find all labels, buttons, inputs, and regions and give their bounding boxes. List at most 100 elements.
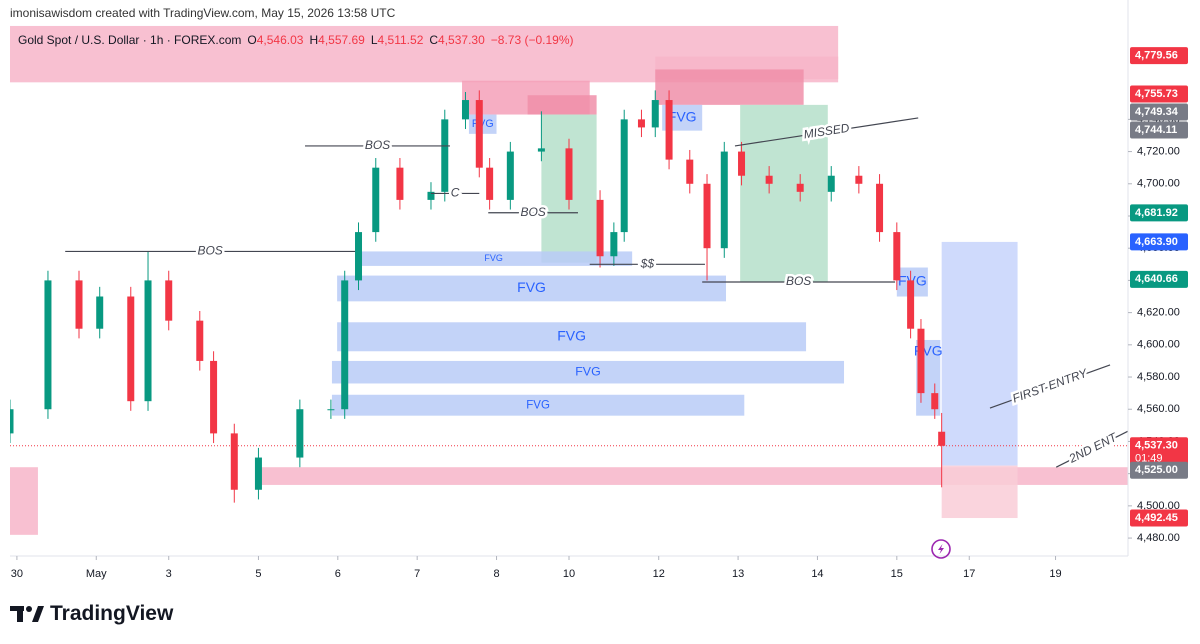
candle-body xyxy=(665,100,673,160)
candle-body xyxy=(144,280,152,402)
annotation-label: $$ xyxy=(640,256,655,270)
candle-body xyxy=(341,280,349,410)
candle-body xyxy=(610,232,618,257)
legend-symbol: Gold Spot / U.S. Dollar · 1h · FOREX.com xyxy=(18,33,242,47)
candle-body xyxy=(296,409,304,458)
price-label: 4,755.73 xyxy=(1135,88,1178,100)
plot-area: FVGFVGFVGFVGFVGFVGFVGFVGFVGBOSBOSCBOS$$B… xyxy=(10,25,1128,535)
y-tick-label: 4,500.00 xyxy=(1137,500,1180,512)
legend-key: H xyxy=(309,33,319,47)
candle-body xyxy=(127,296,135,402)
y-tick-label: 4,580.00 xyxy=(1137,371,1180,383)
annotation-label: BOS xyxy=(520,205,545,219)
zone xyxy=(655,69,804,105)
price-label: 4,492.45 xyxy=(1135,512,1178,524)
zone xyxy=(355,251,633,266)
legend-value: 4,511.52 xyxy=(377,33,424,47)
annotation-line xyxy=(734,117,919,147)
price-label: 4,779.56 xyxy=(1135,50,1178,62)
price-label: 4,744.11 xyxy=(1135,124,1177,136)
legend-value: 4,546.03 xyxy=(256,33,304,47)
price-label-bg xyxy=(1130,270,1188,288)
annotation-label: BOS xyxy=(365,138,390,152)
logo-icon xyxy=(10,606,44,622)
zone-label: FVG xyxy=(575,364,600,378)
candle-body xyxy=(396,167,404,200)
candle-body xyxy=(738,151,746,176)
header: imonisawisdom created with TradingView.c… xyxy=(10,6,396,20)
y-tick-label: 4,480.00 xyxy=(1137,532,1180,544)
footer-logo: TradingView xyxy=(10,602,173,626)
candle-body xyxy=(475,100,483,168)
candle-body xyxy=(230,433,238,490)
legend-key: O xyxy=(247,33,257,47)
zone-label: FVG xyxy=(526,399,550,411)
candle-body xyxy=(796,183,804,192)
candle-body xyxy=(931,393,939,410)
price-label-bg xyxy=(1130,85,1188,103)
chart: FVGFVGFVGFVGFVGFVGFVGFVGFVGBOSBOSCBOS$$B… xyxy=(10,0,1188,580)
price-label-bg xyxy=(1130,509,1188,527)
y-tick-label: 4,560.00 xyxy=(1137,403,1180,415)
zone-label: FVG xyxy=(668,108,697,124)
footer-text: TradingView xyxy=(50,602,174,625)
candle-body xyxy=(537,148,545,152)
zone xyxy=(10,467,38,535)
candle-body xyxy=(637,119,645,128)
candle-body xyxy=(10,409,14,434)
zone-label: FVG xyxy=(557,327,586,343)
zone xyxy=(331,360,845,384)
candle-body xyxy=(907,280,915,329)
x-tick-label: 14 xyxy=(811,568,823,580)
candle-body xyxy=(686,159,694,184)
zone xyxy=(941,465,1018,519)
zone-label: FVG xyxy=(484,253,503,263)
candle-body xyxy=(876,183,884,233)
price-countdown: 01:49 xyxy=(1135,453,1163,465)
legend-value: 4,537.30 xyxy=(438,33,485,47)
candle-body xyxy=(96,296,104,329)
candle-body xyxy=(917,328,925,394)
price-label: 4,640.66 xyxy=(1135,273,1178,285)
legend-change: −8.73 (−0.19%) xyxy=(490,33,574,47)
candle-body xyxy=(620,119,628,233)
candle-body xyxy=(651,100,659,128)
candle-body xyxy=(486,167,494,200)
candle-body xyxy=(196,320,204,361)
zone xyxy=(331,394,745,416)
price-label-bg xyxy=(1130,437,1188,468)
y-tick-label: 4,720.00 xyxy=(1137,145,1180,157)
annotation-label: BOS xyxy=(786,274,811,288)
candle-body xyxy=(254,457,262,490)
annotation-line xyxy=(989,364,1111,409)
candle-body xyxy=(938,431,946,446)
candle-body xyxy=(827,175,835,192)
candle-body xyxy=(210,360,218,434)
zone xyxy=(337,322,807,352)
annotation-label: BOS xyxy=(197,244,222,258)
price-label: 4,749.34 xyxy=(1135,106,1179,118)
annotation-line xyxy=(1055,430,1128,468)
candle-body xyxy=(596,199,604,257)
x-tick-label: 15 xyxy=(891,568,903,580)
legend: Gold Spot / U.S. Dollar · 1h · FOREX.com… xyxy=(18,33,574,47)
zone xyxy=(254,467,1128,485)
x-tick-label: 6 xyxy=(335,568,341,580)
x-tick-label: 3 xyxy=(166,568,172,580)
candle-body xyxy=(427,191,435,200)
price-label: 4,681.92 xyxy=(1135,207,1178,219)
price-label-bg xyxy=(1130,47,1188,65)
candle-body xyxy=(441,119,449,192)
price-label-bg xyxy=(1130,103,1188,121)
x-tick-label: 7 xyxy=(414,568,420,580)
x-tick-label: 17 xyxy=(963,568,975,580)
zone xyxy=(337,275,727,302)
candle-body xyxy=(565,148,573,200)
x-tick-label: 30 xyxy=(11,568,23,580)
x-tick-label: 12 xyxy=(653,568,665,580)
price-label: 4,525.00 xyxy=(1135,464,1178,476)
candle-body xyxy=(703,183,711,249)
price-label-bg xyxy=(1130,121,1188,139)
candle-body xyxy=(461,100,469,120)
